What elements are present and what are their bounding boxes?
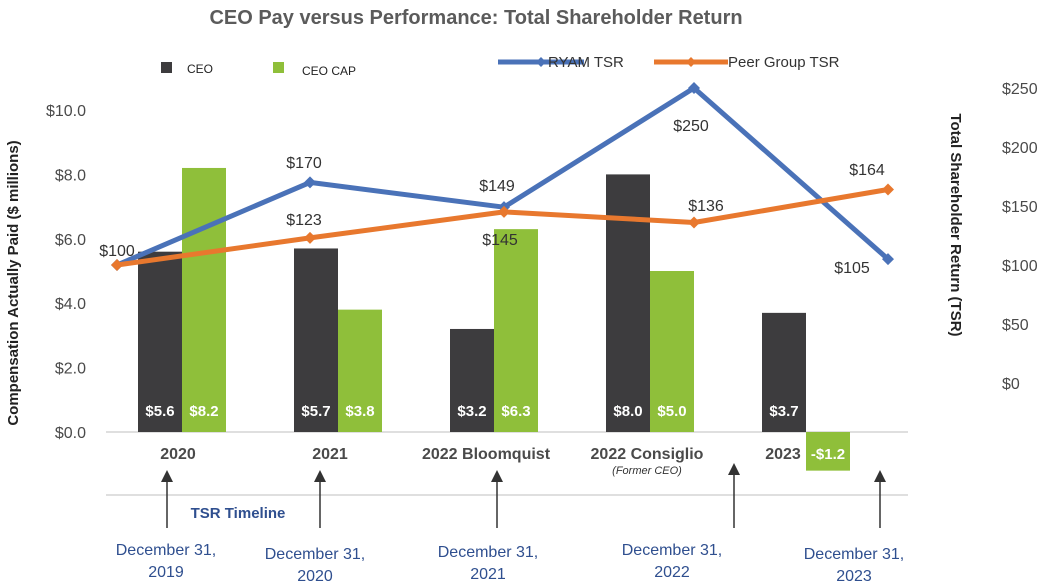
chart-title: CEO Pay versus Performance: Total Shareh… [209,7,742,29]
peer-tsr-label: $164 [849,162,885,179]
legend-ceo-cap-label: CEO CAP [302,64,356,78]
y-left-tick-label: $10.0 [46,103,86,120]
ceo-bar [606,174,650,432]
legend-ryam-marker [536,57,546,67]
peer-tsr-label: $145 [482,232,518,249]
category-label: 2022 Consiglio [591,446,704,463]
ceo-bar-label: $3.7 [769,403,798,420]
peer-tsr-label: $136 [688,198,724,215]
y-right-axis-title: Total Shareholder Return (TSR) [947,113,964,336]
ceo-bar [762,312,806,432]
ceo-bar-label: $8.0 [613,403,642,420]
y-left-tick-label: $0.0 [55,425,86,442]
timeline-date-label: December 31, [804,546,905,563]
timeline-date-label: December 31, [116,542,217,559]
timeline-date-label: December 31, [265,546,366,563]
ryam-tsr-label: $149 [479,178,515,195]
ceo-cap-bar [650,271,694,432]
category-label: 2021 [312,446,348,463]
ryam-tsr-label: $100 [99,243,135,260]
timeline-date-label: December 31, [622,542,723,559]
legend-peer-marker [686,57,696,67]
timeline-arrowhead [314,470,326,482]
ceo-cap-bar [182,167,226,432]
legend-ceo-label: CEO [187,62,213,76]
category-label: 2020 [160,446,196,463]
ceo-cap-bar-label: $6.3 [501,403,530,420]
ryam-tsr-point [882,253,894,266]
timeline-arrowhead [491,470,503,482]
ryam-tsr-label: $170 [286,155,322,172]
peer-tsr-point [882,183,894,196]
category-label: 2022 Bloomquist [422,446,551,463]
ceo-bar-label: $3.2 [457,403,486,420]
y-right-tick-label: $150 [1002,199,1038,216]
y-right-tick-label: $200 [1002,140,1038,157]
timeline-arrowhead [161,470,173,482]
peer-tsr-label: $123 [286,212,322,229]
timeline-date-year: 2021 [470,566,506,583]
ceo-bar-label: $5.6 [145,403,174,420]
ceo-cap-bar [338,309,382,432]
legend-peer-label: Peer Group TSR [728,54,840,71]
peer-tsr-point [304,231,316,244]
timeline-arrowhead [874,470,886,482]
timeline-date-year: 2019 [148,564,184,581]
ceo-cap-bar [494,229,538,432]
peer-tsr-point [688,216,700,229]
ryam-tsr-label: $105 [834,260,870,277]
ceo-cap-bar-label: $3.8 [345,403,374,420]
y-right-tick-label: $100 [1002,258,1038,275]
ceo-cap-bar-label: -$1.2 [811,446,845,463]
category-label: 2023 [765,446,801,463]
y-left-tick-label: $8.0 [55,167,86,184]
timeline-date-year: 2020 [297,568,333,585]
ryam-tsr-point [304,176,316,189]
legend-ceo-cap-swatch [273,62,284,73]
legend-ryam-label: RYAM TSR [548,54,624,71]
timeline-arrowhead [728,463,740,475]
ryam-tsr-label: $250 [673,118,709,135]
ryam-tsr-point [688,82,700,94]
y-right-tick-label: $250 [1002,81,1038,98]
ceo-bar [450,328,494,432]
ceo-cap-bar-label: $8.2 [189,403,218,420]
y-left-tick-label: $6.0 [55,232,86,249]
y-left-tick-label: $2.0 [55,361,86,378]
timeline-date-year: 2023 [836,568,872,585]
ceo-bar-label: $5.7 [301,403,330,420]
ceo-cap-bar-label: $5.0 [657,403,686,420]
y-left-tick-label: $4.0 [55,296,86,313]
y-right-tick-label: $50 [1002,317,1029,334]
ceo-bar [138,251,182,432]
peer-tsr-point [498,205,510,218]
ceo-cap-bar [806,432,850,471]
category-subtitle: (Former CEO) [612,465,682,477]
timeline-title: TSR Timeline [191,505,286,522]
y-left-axis-title: Compensation Actually Paid ($ millions) [5,140,22,425]
peer-tsr-point [111,259,123,271]
legend-ceo-swatch [161,62,172,73]
timeline-date-year: 2022 [654,564,690,581]
timeline-date-label: December 31, [438,544,539,561]
ceo-bar [294,248,338,432]
y-right-tick-label: $0 [1002,376,1020,393]
